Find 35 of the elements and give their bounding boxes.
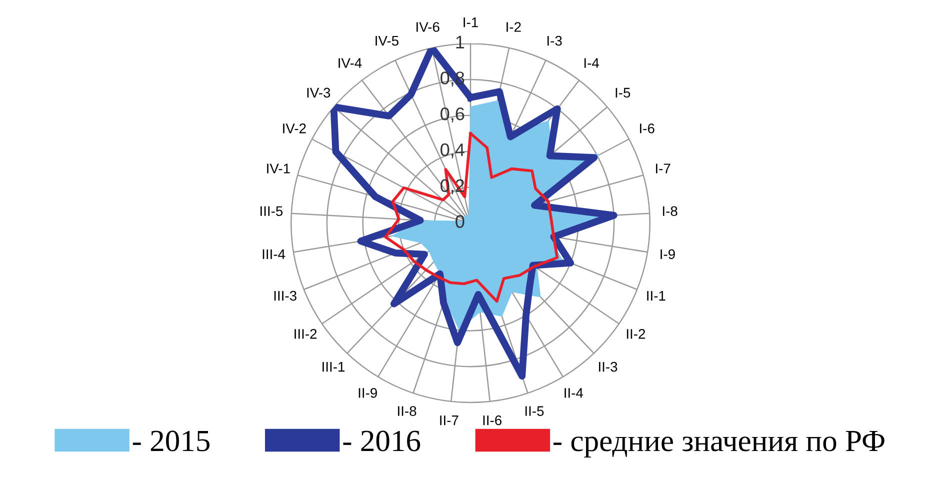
spoke-label: II-3 [599,362,618,372]
spoke-label: I-8 [662,206,678,216]
spoke-label: III-3 [274,290,296,301]
y-tick-label: 0,6 [440,107,464,122]
legend-label: - средние значения по РФ [554,430,884,458]
spoke-label: II-8 [398,406,416,416]
spoke-label: IV-1 [267,164,290,174]
legend-label: - 2015 [132,430,210,452]
spoke-label: II-7 [440,416,458,426]
spoke-label: II-5 [525,406,544,416]
spoke-label: III-2 [294,329,317,339]
y-tick-label: 0,4 [440,143,464,158]
spoke-label: III-4 [262,249,286,259]
spoke-label: I-7 [656,164,670,174]
spoke-label: IV-3 [307,88,330,98]
spoke-label: I-5 [616,88,630,98]
spoke-label: IV-6 [416,22,440,32]
spoke-label: I-1 [464,18,478,28]
spoke-label: IV-2 [283,124,306,134]
spoke-label: III-5 [260,206,283,216]
spoke-label: I-4 [584,58,599,68]
spoke-label: IV-5 [376,36,398,46]
spoke-label: II-9 [358,388,377,398]
spoke-label: I-6 [640,124,654,134]
legend-label: - 2016 [343,430,420,452]
spoke-label: II-4 [564,388,584,398]
spoke-label: I-9 [660,249,675,260]
spoke-label: II-2 [626,329,646,339]
y-tick-label: 1 [456,36,464,48]
spoke-label: II-1 [647,291,666,301]
spoke-label: IV-4 [338,58,362,68]
spoke-label: I-2 [506,22,521,32]
spoke-label: III-1 [322,362,345,372]
spoke-label: II-6 [483,415,502,426]
spoke-label: I-3 [547,36,562,46]
